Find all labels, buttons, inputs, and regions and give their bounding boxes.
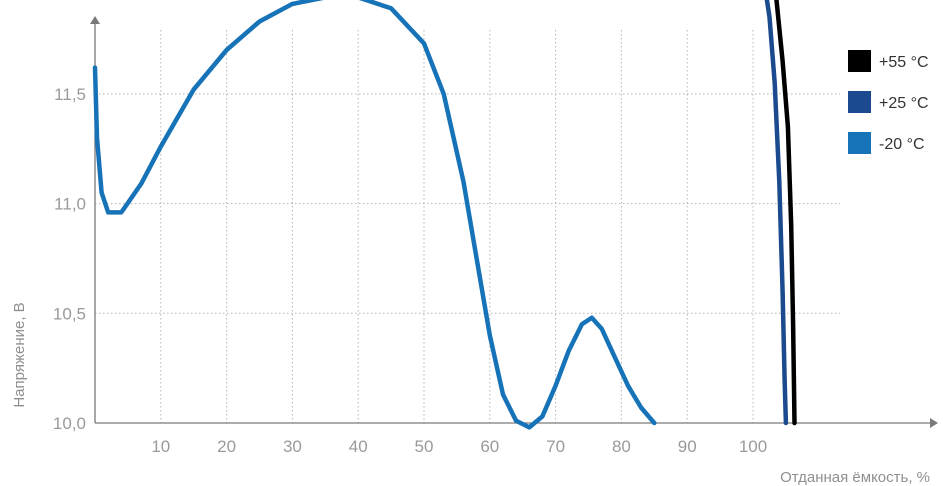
series-line-2 xyxy=(92,0,657,430)
x-tick-label: 90 xyxy=(678,437,697,456)
legend-label: +55 °C xyxy=(879,54,929,71)
x-tick-labels: 10 20 30 40 50 60 70 80 90 100 xyxy=(151,437,767,456)
y-tick-labels: 13,513,012,512,011,511,010,510,0 xyxy=(53,85,86,433)
x-tick-label: 100 xyxy=(739,437,767,456)
series-lines xyxy=(92,0,797,430)
x-tick-label: 30 xyxy=(283,437,302,456)
series-line-0 xyxy=(774,0,797,426)
y-axis-arrow xyxy=(90,16,100,24)
x-tick-label: 20 xyxy=(217,437,236,456)
legend: +55 °C +25 °C -20 °C xyxy=(848,50,929,154)
y-tick-label: 10,0 xyxy=(53,414,86,433)
legend-label: +25 °C xyxy=(879,95,929,112)
y-axis-title: Напряжение, В xyxy=(11,302,28,407)
x-tick-label: 60 xyxy=(480,437,499,456)
axes xyxy=(90,16,938,428)
x-tick-label: 40 xyxy=(349,437,368,456)
series-line-1 xyxy=(764,0,789,426)
legend-swatch xyxy=(848,91,871,113)
x-tick-label: 50 xyxy=(415,437,434,456)
y-tick-label: 11,5 xyxy=(54,85,86,104)
y-tick-label: 10,5 xyxy=(53,304,86,323)
legend-label: -20 °C xyxy=(879,136,925,153)
legend-swatch xyxy=(848,50,871,72)
y-tick-label: 11,0 xyxy=(54,195,86,214)
grid xyxy=(95,30,840,423)
legend-swatch xyxy=(848,132,871,154)
x-axis-title: Отданная ёмкость, % xyxy=(780,469,930,486)
x-tick-label: 10 xyxy=(151,437,170,456)
x-tick-label: 80 xyxy=(612,437,631,456)
x-tick-label: 70 xyxy=(546,437,565,456)
x-axis-arrow xyxy=(930,418,938,428)
